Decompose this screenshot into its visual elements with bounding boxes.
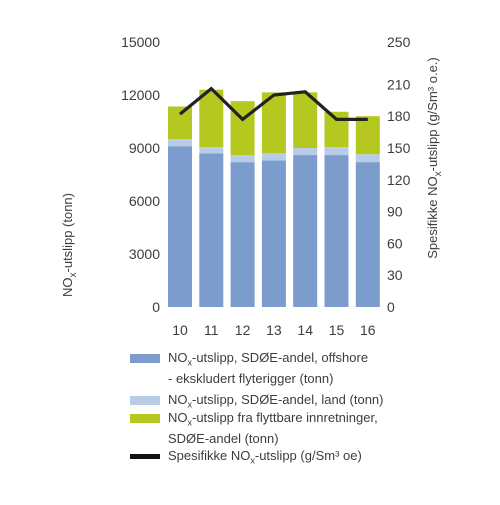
left-tick-label: 15000 bbox=[121, 34, 160, 50]
bar-segment-2-10 bbox=[168, 139, 192, 146]
right-tick-label: 60 bbox=[387, 235, 403, 251]
left-tick-label: 12000 bbox=[121, 87, 160, 103]
legend-swatch bbox=[130, 354, 160, 363]
x-axis-ticks: 10 11 12 13 14 15 16 bbox=[172, 322, 376, 338]
legend-swatch bbox=[130, 454, 160, 459]
left-tick-label: 3000 bbox=[129, 246, 160, 262]
right-tick-label: 0 bbox=[387, 299, 395, 315]
x-tick-label-12: 12 bbox=[235, 322, 251, 338]
bar-segment-1-15 bbox=[325, 155, 349, 307]
bar-segment-2-16 bbox=[356, 154, 380, 162]
right-tick-label: 120 bbox=[387, 172, 411, 188]
bar-segment-3-16 bbox=[356, 116, 380, 154]
right-tick-label: 90 bbox=[387, 204, 403, 220]
bar-segment-2-14 bbox=[293, 148, 317, 155]
right-axis-title: Spesifikke NOx-utslipp (g/Sm³ o.e.) bbox=[425, 57, 444, 259]
bar-segment-2-11 bbox=[199, 147, 223, 153]
bar-segment-1-14 bbox=[293, 155, 317, 307]
legend-swatch bbox=[130, 414, 160, 423]
legend-label: NOx-utslipp fra flyttbare innretninger, … bbox=[168, 410, 378, 447]
left-axis-ticks: 0 3000 6000 9000 12000 15000 bbox=[121, 34, 160, 315]
right-tick-label: 180 bbox=[387, 108, 411, 124]
right-tick-label: 150 bbox=[387, 140, 411, 156]
bar-segment-1-13 bbox=[262, 160, 286, 307]
x-tick-label-14: 14 bbox=[297, 322, 313, 338]
right-tick-label: 30 bbox=[387, 267, 403, 283]
bars-layer bbox=[168, 90, 380, 307]
right-tick-label: 210 bbox=[387, 76, 411, 92]
right-tick-label: 250 bbox=[387, 34, 411, 50]
bar-segment-2-15 bbox=[325, 147, 349, 155]
x-tick-label-11: 11 bbox=[204, 322, 219, 338]
bar-segment-1-12 bbox=[231, 162, 255, 307]
left-axis-title: NOx-utslipp (tonn) bbox=[60, 193, 79, 297]
x-tick-label-15: 15 bbox=[329, 322, 345, 338]
legend-label: NOx-utslipp, SDØE-andel, offshore - eksk… bbox=[168, 350, 368, 387]
x-tick-label-16: 16 bbox=[360, 322, 376, 338]
bar-segment-1-11 bbox=[199, 153, 223, 307]
left-tick-label: 9000 bbox=[129, 140, 160, 156]
legend-item-3: NOx-utslipp fra flyttbare innretninger, … bbox=[130, 410, 378, 447]
bar-segment-3-15 bbox=[325, 112, 349, 147]
left-tick-label: 0 bbox=[152, 299, 160, 315]
legend-item-1: NOx-utslipp, SDØE-andel, offshore - eksk… bbox=[130, 350, 368, 387]
legend-label: Spesifikke NOx-utslipp (g/Sm³ oe) bbox=[168, 448, 362, 469]
bar-segment-2-13 bbox=[262, 153, 286, 160]
bar-segment-3-10 bbox=[168, 106, 192, 139]
bar-segment-2-12 bbox=[231, 155, 255, 162]
left-tick-label: 6000 bbox=[129, 193, 160, 209]
bar-segment-1-10 bbox=[168, 146, 192, 307]
bar-segment-1-16 bbox=[356, 162, 380, 307]
x-tick-label-13: 13 bbox=[266, 322, 282, 338]
x-tick-label-10: 10 bbox=[172, 322, 188, 338]
legend-swatch bbox=[130, 396, 160, 405]
right-axis-ticks: 0 30 60 90 120 150 180 210 250 bbox=[387, 34, 411, 315]
legend-item-4: Spesifikke NOx-utslipp (g/Sm³ oe) bbox=[130, 448, 362, 469]
